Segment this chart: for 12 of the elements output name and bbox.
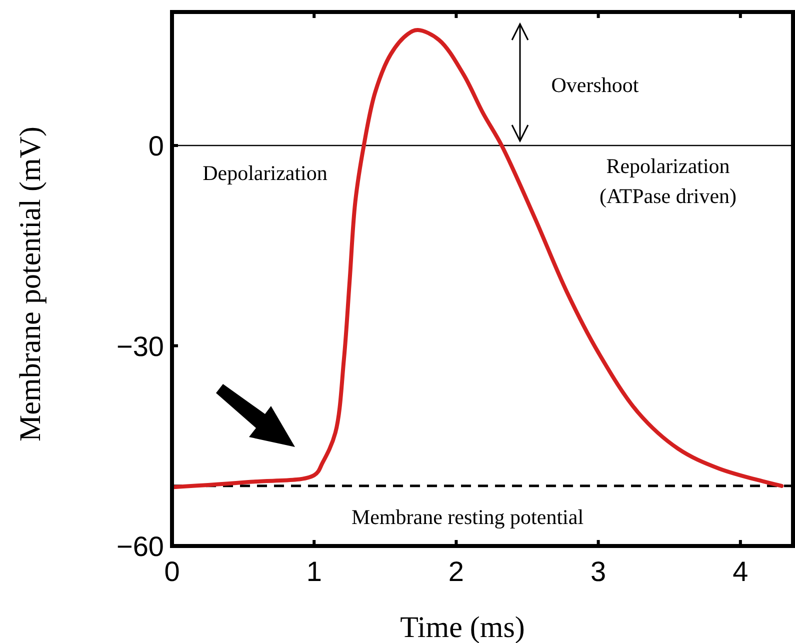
y-tick-label: 0 <box>148 130 164 162</box>
y-tick-label: −60 <box>116 531 164 562</box>
x-tick-label: 3 <box>590 556 606 587</box>
ref-line-label: Membrane resting potential <box>351 504 584 529</box>
annotation: Overshoot <box>551 73 639 97</box>
annotation: Repolarization (ATPase driven) <box>599 154 737 208</box>
x-tick-label: 1 <box>306 556 322 587</box>
x-tick-label: 4 <box>732 556 748 587</box>
x-tick-label: 2 <box>448 556 464 587</box>
y-tick-label: −30 <box>116 330 164 362</box>
y-axis-title: Membrane potential (mV) <box>14 126 47 442</box>
annotation: Depolarization <box>202 161 328 185</box>
